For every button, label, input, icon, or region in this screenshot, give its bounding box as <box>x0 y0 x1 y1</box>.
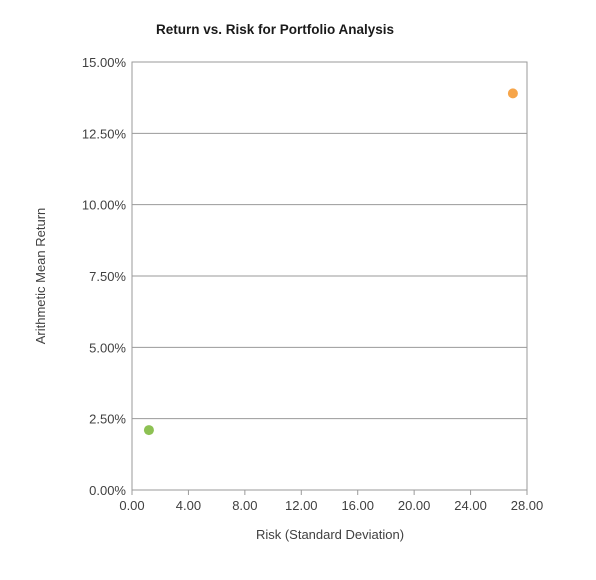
y-axis-ticks: 0.00% 2.50% 5.00% 7.50% 10.00% 12.50% 15.00% <box>82 55 127 498</box>
y-tick-label: 15.00% <box>82 55 127 70</box>
x-tick-label: 24.00 <box>454 498 487 513</box>
x-axis-ticks: 0.00 4.00 8.00 12.00 16.00 20.00 24.00 28.00 <box>119 490 543 513</box>
y-tick-label: 0.00% <box>89 483 126 498</box>
y-tick-label: 2.50% <box>89 412 126 427</box>
scatter-point <box>143 425 154 436</box>
x-tick-label: 28.00 <box>511 498 544 513</box>
y-tick-label: 12.50% <box>82 126 127 141</box>
y-tick-label: 7.50% <box>89 269 126 284</box>
gridlines <box>132 132 527 420</box>
x-tick-label: 12.00 <box>285 498 318 513</box>
x-axis-label: Risk (Standard Deviation) <box>256 527 404 542</box>
y-axis-label: Arithmetic Mean Return <box>33 208 48 345</box>
y-tick-label: 5.00% <box>89 340 126 355</box>
y-tick-label: 10.00% <box>82 198 127 213</box>
chart-title: Return vs. Risk for Portfolio Analysis <box>156 22 394 37</box>
plot-area <box>131 61 528 491</box>
scatter-point <box>507 88 518 99</box>
x-tick-label: 16.00 <box>341 498 374 513</box>
x-tick-label: 4.00 <box>176 498 201 513</box>
data-points <box>143 88 518 436</box>
x-tick-label: 8.00 <box>232 498 257 513</box>
x-tick-label: 20.00 <box>398 498 431 513</box>
x-tick-label: 0.00 <box>119 498 144 513</box>
